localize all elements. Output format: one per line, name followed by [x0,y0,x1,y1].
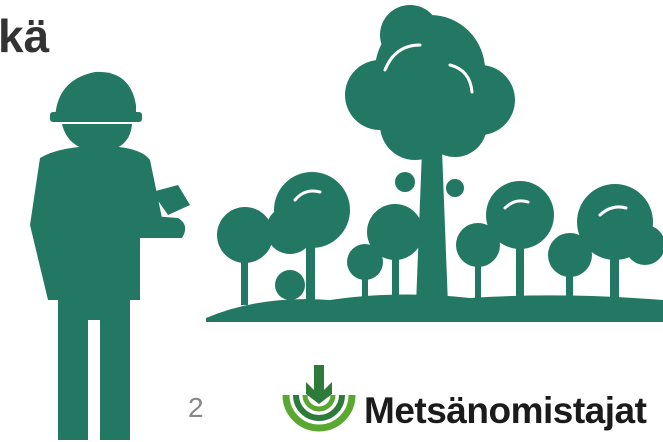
page: kä 2 Metsänomistajat (() => [0,0,663,442]
forest-illustration [206,5,663,322]
worker-illustration [30,72,190,440]
title-fragment: kä [0,10,50,62]
logo-icon [286,365,352,428]
logo-text: Metsänomistajat [364,390,647,431]
page-number: 2 [188,392,204,423]
slide: kä 2 Metsänomistajat [0,0,663,442]
